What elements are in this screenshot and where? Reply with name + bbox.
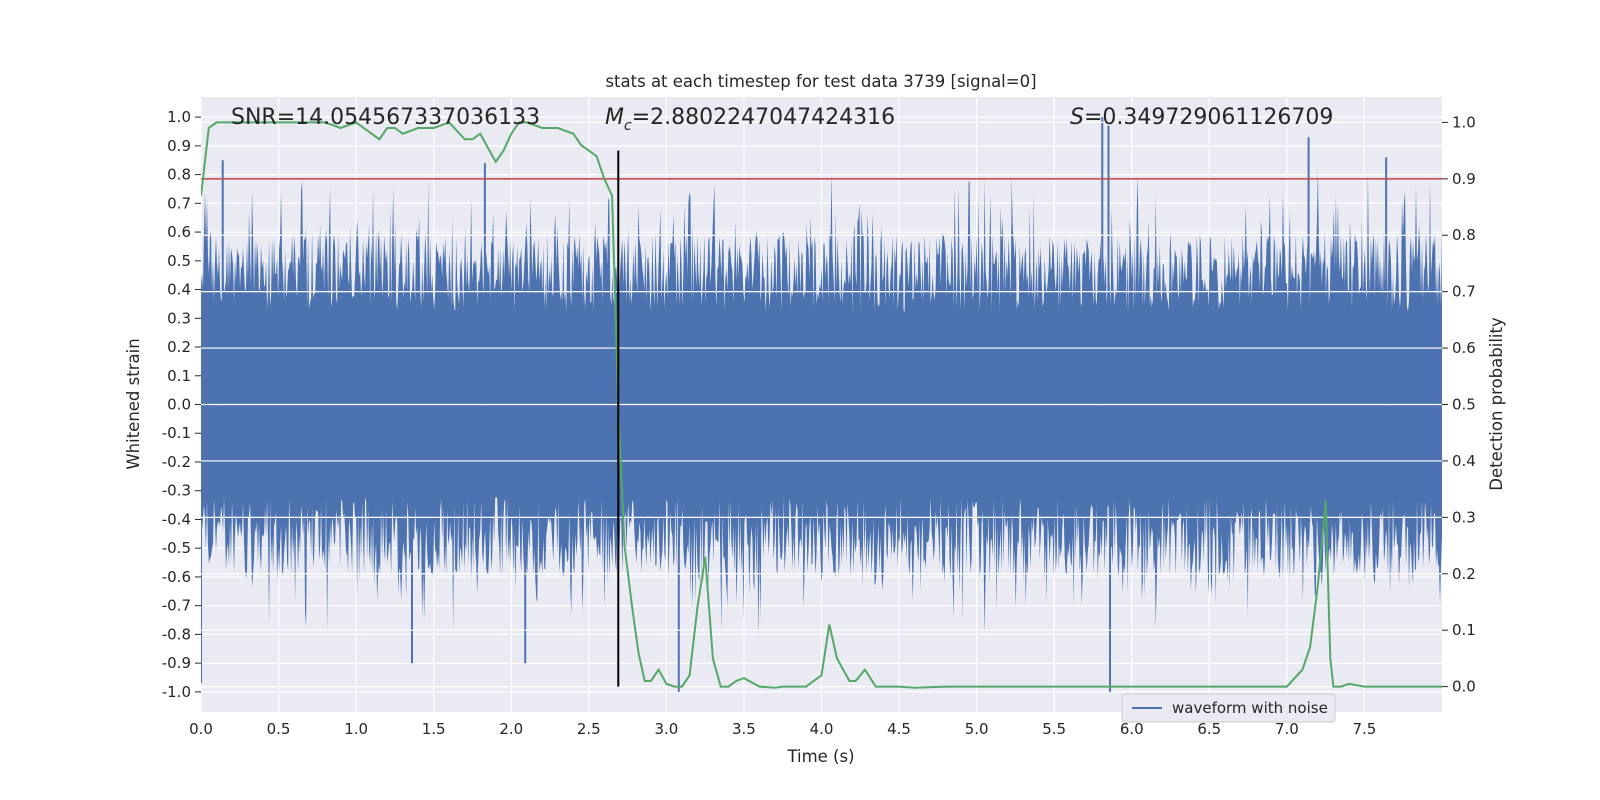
x-tick-label: 5.5 — [1042, 720, 1066, 738]
y-tick-label: 0.3 — [167, 309, 191, 327]
y2-tick-label: 0.8 — [1452, 226, 1476, 244]
x-tick-label: 0.0 — [189, 720, 213, 738]
chirp-mass-subscript: c — [624, 118, 632, 134]
y-tick-label: -0.1 — [162, 424, 191, 442]
y-tick-label: 0.9 — [167, 137, 191, 155]
y2-tick-label: 0.4 — [1452, 452, 1476, 470]
s-value: =0.349729061126709 — [1084, 105, 1333, 130]
y-tick-label: 0.2 — [167, 338, 191, 356]
y-tick-label: 0.6 — [167, 223, 191, 241]
y-tick-label: 0.0 — [167, 396, 191, 414]
waveform-series — [201, 168, 1442, 639]
x-tick-label: 7.5 — [1353, 720, 1377, 738]
y2-axis-ticks: 0.0 0.1 0.2 0.3 0.4 0.5 0.6 0.7 0.8 0.9 1.0 — [1442, 113, 1476, 696]
y-tick-label: -0.9 — [162, 654, 191, 672]
x-tick-label: 1.0 — [344, 720, 368, 738]
y2-tick-label: 1.0 — [1452, 113, 1476, 131]
x-tick-label: 6.0 — [1120, 720, 1144, 738]
y-tick-label: -0.4 — [162, 510, 191, 528]
legend-box — [1121, 693, 1336, 723]
x-tick-label: 3.5 — [732, 720, 756, 738]
x-axis-label: Time (s) — [786, 747, 854, 766]
y-tick-label: 1.0 — [167, 108, 191, 126]
y-tick-label: 0.7 — [167, 194, 191, 212]
chirp-mass-value: =2.8802247047424316 — [632, 105, 895, 130]
legend-label-waveform: waveform with noise — [1172, 699, 1328, 717]
y-tick-label: 0.1 — [167, 367, 191, 385]
y2-tick-label: 0.7 — [1452, 283, 1476, 301]
y-tick-label: -1.0 — [162, 683, 191, 701]
y-tick-label: -0.3 — [162, 482, 191, 500]
y2-tick-label: 0.5 — [1452, 396, 1476, 414]
y2-tick-label: 0.0 — [1452, 678, 1476, 696]
y-tick-label: -0.2 — [162, 453, 191, 471]
snr-annotation: SNR=14.054567337036133 — [231, 105, 540, 130]
x-tick-label: 5.0 — [965, 720, 989, 738]
x-tick-label: 4.5 — [887, 720, 911, 738]
y2-tick-label: 0.3 — [1452, 508, 1476, 526]
x-tick-label: 7.0 — [1275, 720, 1299, 738]
chart-title: stats at each timestep for test data 373… — [605, 72, 1036, 91]
y-tick-label: -0.5 — [162, 539, 191, 557]
chirp-mass-symbol: M — [605, 105, 624, 130]
chirp-mass-annotation: Mc=2.8802247047424316 — [605, 105, 895, 134]
y-tick-label: 0.4 — [167, 281, 191, 299]
x-axis-ticks: 0.0 0.5 1.0 1.5 2.0 2.5 3.0 3.5 4.0 4.5 5.0 5.5 6.0 6… — [189, 720, 1376, 738]
s-annotation: S=0.349729061126709 — [1070, 105, 1333, 130]
y-tick-label: 0.8 — [167, 166, 191, 184]
y2-axis-label: Detection probability — [1487, 317, 1506, 491]
y2-tick-label: 0.6 — [1452, 339, 1476, 357]
detection-probability-line — [201, 121, 1442, 689]
legend: waveform with noise — [1121, 693, 1336, 723]
x-tick-label: 3.0 — [654, 720, 678, 738]
y-tick-label: -0.6 — [162, 568, 191, 586]
x-tick-label: 2.5 — [577, 720, 601, 738]
y-axis-ticks: -1.0 -0.9 -0.8 -0.7 -0.6 -0.5 -0.4 -0.3 -0.2 -0.1… — [162, 108, 201, 701]
s-symbol: S — [1070, 105, 1084, 130]
x-tick-label: 6.5 — [1197, 720, 1221, 738]
y-tick-label: -0.8 — [162, 625, 191, 643]
y-tick-label: 0.5 — [167, 252, 191, 270]
y-tick-label: -0.7 — [162, 597, 191, 615]
x-tick-label: 1.5 — [422, 720, 446, 738]
y2-tick-label: 0.2 — [1452, 565, 1476, 583]
x-tick-label: 0.5 — [267, 720, 291, 738]
y-axis-label: Whitened strain — [124, 338, 143, 469]
waveform-spikes — [201, 117, 1388, 692]
y2-tick-label: 0.1 — [1452, 621, 1476, 639]
y2-tick-label: 0.9 — [1452, 170, 1476, 188]
x-tick-label: 4.0 — [810, 720, 834, 738]
x-tick-label: 2.0 — [499, 720, 523, 738]
